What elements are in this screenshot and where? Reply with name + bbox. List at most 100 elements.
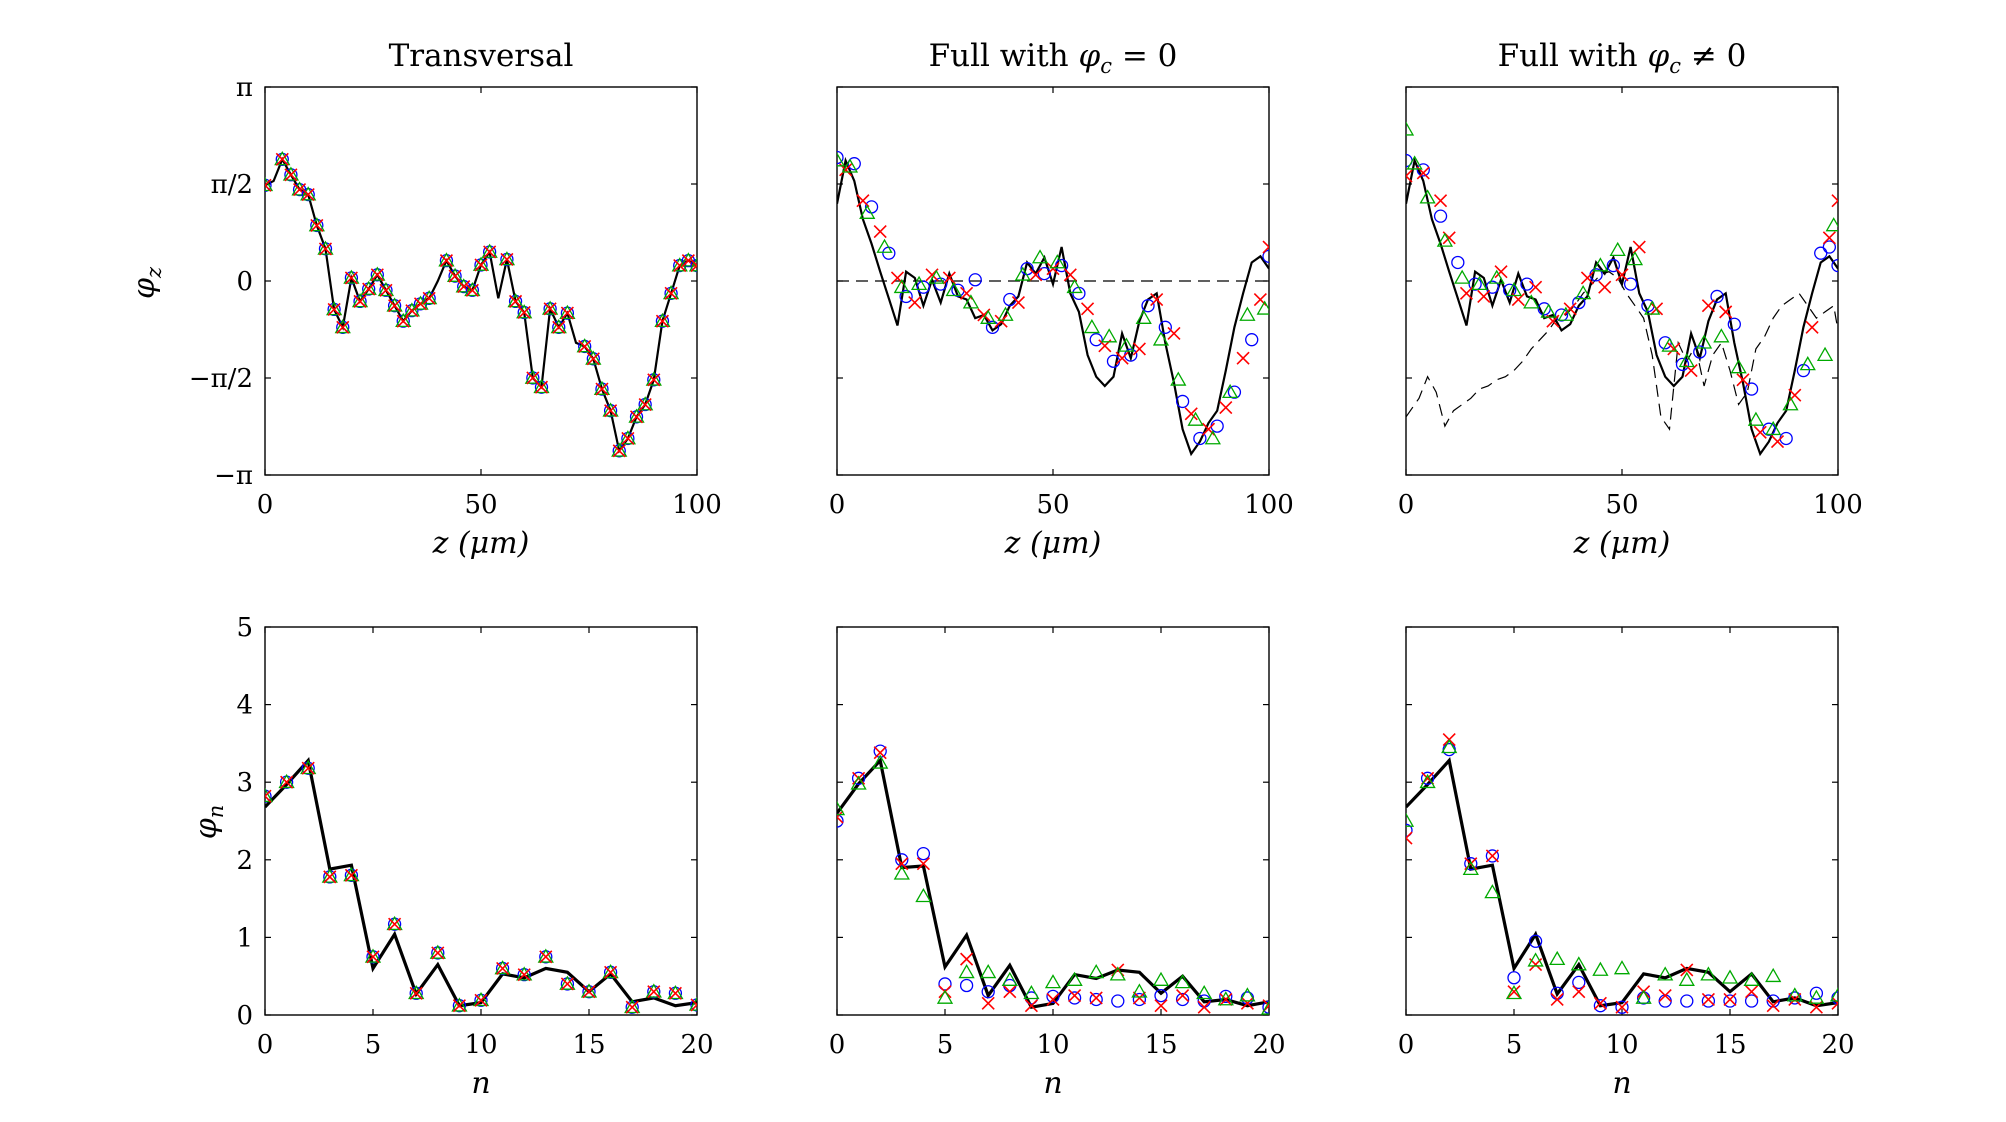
- marker-cross: [388, 299, 402, 313]
- bottom-xlabel-left: n: [471, 1066, 490, 1101]
- marker-circle: [1822, 240, 1837, 254]
- marker-circle: [1067, 991, 1082, 1005]
- marker-cross: [1822, 231, 1836, 245]
- marker-triangle: [1816, 346, 1834, 362]
- marker-cross: [474, 258, 488, 272]
- marker-cross: [508, 294, 523, 308]
- y-tick-label: π/2: [211, 170, 253, 200]
- marker-cross: [1219, 992, 1233, 1007]
- marker-cross: [280, 775, 294, 789]
- marker-triangle: [1454, 269, 1471, 284]
- marker-circle: [265, 789, 272, 803]
- marker-triangle: [997, 306, 1014, 321]
- marker-circle: [1141, 299, 1155, 313]
- marker-cross: [1063, 268, 1077, 282]
- x-tick-label: 15: [1713, 1030, 1746, 1060]
- marker-triangle: [1441, 738, 1458, 754]
- marker-triangle: [1609, 241, 1626, 257]
- marker-cross: [379, 283, 393, 297]
- marker-triangle: [1829, 987, 1838, 1002]
- x-tick-label: 50: [1605, 490, 1638, 520]
- marker-cross: [1805, 320, 1819, 334]
- marker-triangle: [962, 294, 980, 309]
- marker-triangle: [1462, 860, 1479, 876]
- title-transversal: Transversal: [389, 38, 574, 74]
- marker-triangle: [1152, 331, 1170, 346]
- marker-cross: [1680, 963, 1694, 977]
- marker-triangle: [1695, 334, 1713, 349]
- marker-triangle: [1196, 984, 1213, 1000]
- marker-triangle: [1626, 251, 1644, 266]
- marker-circle: [1420, 771, 1435, 785]
- marker-triangle: [645, 983, 662, 998]
- marker-circle: [1416, 163, 1430, 177]
- marker-triangle: [928, 269, 945, 284]
- marker-triangle: [1436, 232, 1454, 247]
- plot-area: [1406, 732, 1838, 1014]
- marker-triangle: [1031, 249, 1049, 264]
- marker-cross: [578, 339, 592, 354]
- marker-triangle: [278, 773, 295, 789]
- marker-triangle: [1023, 984, 1040, 1000]
- marker-cross: [908, 296, 922, 310]
- marker-triangle: [1256, 300, 1269, 315]
- marker-triangle: [1406, 812, 1415, 827]
- marker-triangle: [1488, 269, 1505, 284]
- marker-cross: [664, 286, 678, 300]
- marker-triangle: [537, 948, 554, 963]
- marker-circle: [1158, 320, 1172, 334]
- marker-triangle: [541, 300, 559, 315]
- marker-triangle: [893, 865, 910, 880]
- marker-circle: [1468, 277, 1482, 291]
- marker-cross: [1464, 857, 1478, 871]
- y-tick-label: −π: [214, 461, 253, 491]
- marker-circle: [1175, 992, 1190, 1007]
- marker-circle: [1572, 295, 1586, 310]
- marker-triangle: [1557, 306, 1574, 321]
- marker-triangle: [559, 304, 576, 320]
- marker-triangle: [936, 989, 954, 1004]
- marker-circle: [1262, 249, 1269, 263]
- marker-cross: [690, 998, 697, 1012]
- marker-cross: [318, 242, 333, 256]
- marker-triangle: [837, 152, 846, 167]
- panel-top-right: 0 50 100: [1398, 86, 1863, 520]
- marker-cross: [1046, 262, 1060, 276]
- marker-cross: [560, 306, 574, 320]
- marker-cross: [1219, 401, 1233, 415]
- panel-top-left: 0 50 100 π π/2 0 −π/2 −π: [189, 73, 722, 520]
- marker-cross: [1003, 985, 1017, 999]
- marker-cross: [1719, 305, 1733, 319]
- marker-triangle: [1088, 964, 1105, 979]
- title-full-phic-zero: Full with φc = 0: [929, 38, 1178, 78]
- marker-triangle: [1406, 155, 1423, 170]
- marker-triangle: [980, 309, 997, 324]
- marker-cross: [552, 320, 566, 334]
- marker-cross: [388, 917, 402, 931]
- marker-triangle: [1527, 952, 1544, 967]
- marker-circle: [916, 846, 931, 861]
- marker-triangle: [1135, 309, 1152, 324]
- x-tick-label: 10: [1605, 1030, 1638, 1060]
- marker-cross: [1011, 296, 1026, 310]
- y-tick-label: 4: [236, 691, 253, 721]
- x-tick-label: 0: [829, 1030, 846, 1060]
- marker-circle: [1744, 382, 1759, 396]
- marker-triangle: [369, 266, 386, 281]
- marker-circle: [690, 998, 697, 1012]
- marker-triangle: [628, 408, 645, 423]
- marker-cross: [690, 258, 697, 273]
- marker-cross: [539, 950, 553, 964]
- marker-cross: [895, 857, 909, 871]
- title-full-phic-nonzero: Full with φc ≠ 0: [1498, 38, 1747, 78]
- marker-cross: [994, 314, 1008, 328]
- marker-triangle: [945, 281, 962, 297]
- marker-circle: [1485, 849, 1500, 863]
- bottom-xlabel-middle: n: [1043, 1066, 1062, 1101]
- marker-triangle: [1765, 420, 1782, 436]
- marker-cross: [560, 977, 574, 991]
- marker-circle: [1723, 994, 1737, 1008]
- x-tick-label: 0: [257, 490, 274, 520]
- marker-cross: [942, 271, 956, 285]
- marker-triangle: [1066, 278, 1083, 294]
